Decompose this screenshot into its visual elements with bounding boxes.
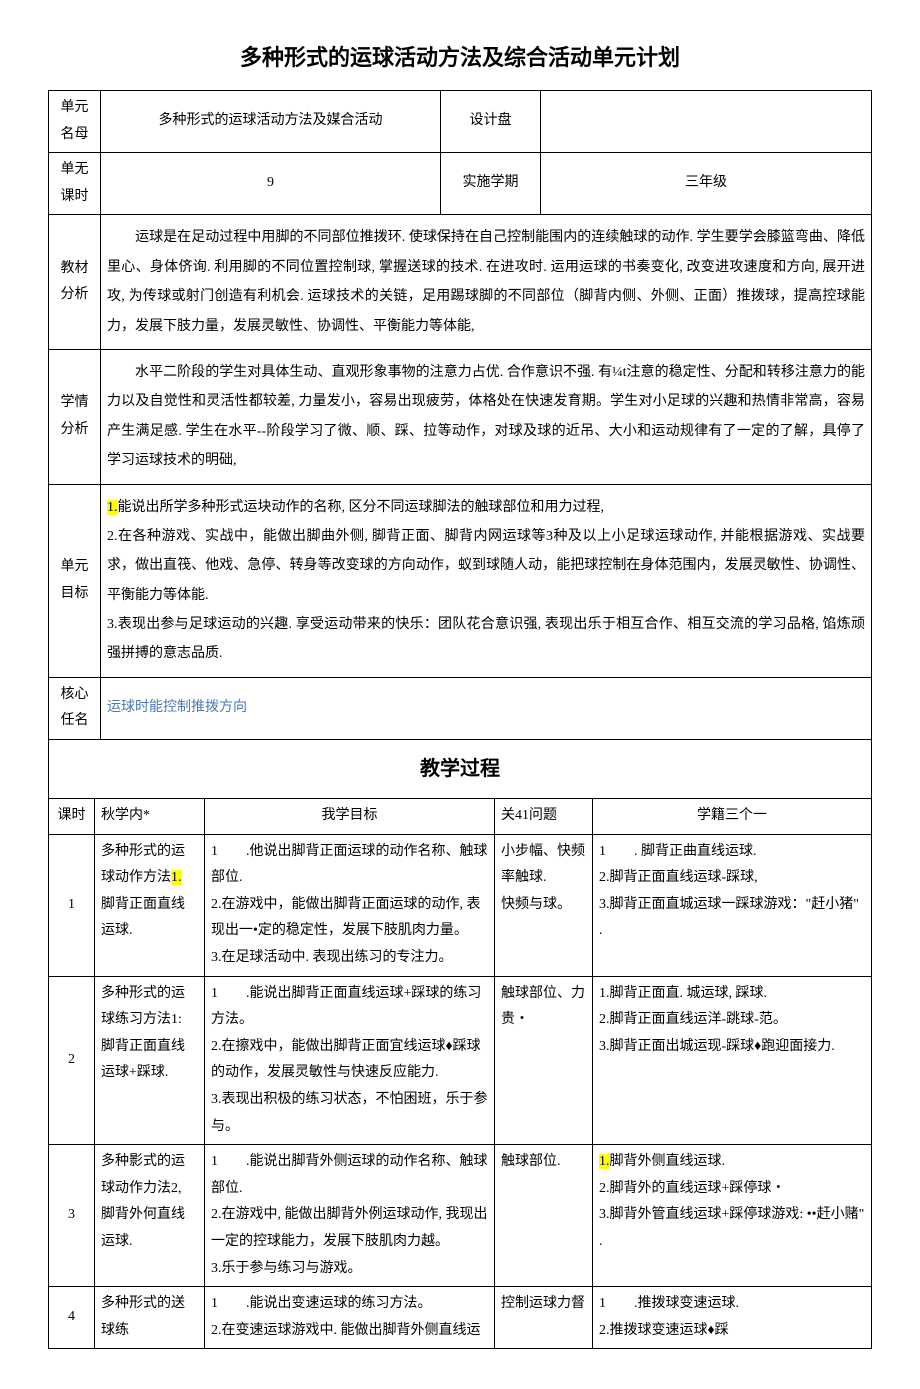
l3-key: 触球部位.: [495, 1145, 593, 1287]
col-goal: 我学目标: [205, 799, 495, 834]
col-lesson: 课时: [49, 799, 95, 834]
unit-name: 多种形式的运球活动方法及媒合活动: [101, 91, 441, 153]
col-three: 学籍三个一: [593, 799, 872, 834]
l1-three: 1 . 脚背正曲直线运球. 2.脚背正面直线运球-踩球, 3.脚背正面直城运球一…: [593, 834, 872, 976]
term-label: 实施学期: [441, 153, 541, 215]
lesson-header: 课时 秋学内* 我学目标 关41问题 学籍三个一: [49, 799, 872, 834]
term: 三年级: [541, 153, 872, 215]
l4-content: 多种形式的送球练: [95, 1287, 205, 1349]
l4-key: 控制运球力督: [495, 1287, 593, 1349]
material-row: 教材分析 运球是在足动过程中用脚的不同部位推拨环. 使球保持在自己控制能围内的连…: [49, 215, 872, 350]
lesson-4: 4 多种形式的送球练 1 .能说出变速运球的练习方法。 2.在变速运球游戏中. …: [49, 1287, 872, 1349]
l2-key: 触球部位、力贵・: [495, 976, 593, 1145]
l1-content: 多种形式的运球动作方法1. 脚背正面直线运球.: [95, 834, 205, 976]
core-label: 核心任名: [49, 677, 101, 739]
l2-num: 2: [49, 976, 95, 1145]
l2-content: 多种形式的运球练习方法1: 脚背正面直线运球+踩球.: [95, 976, 205, 1145]
l4-goal: 1 .能说出变速运球的练习方法。 2.在变速运球游戏中. 能做出脚背外侧直线运: [205, 1287, 495, 1349]
lesson-2: 2 多种形式的运球练习方法1: 脚背正面直线运球+踩球. 1 .能说出脚背正面直…: [49, 976, 872, 1145]
goal-3: 3.表现出参与足球运动的兴趣. 享受运动带来的快乐：团队花合意识强, 表现出乐于…: [107, 617, 865, 661]
goal-label: 单元目标: [49, 484, 101, 677]
l3-three: 1.脚背外侧直线运球. 2.脚背外的直线运球+踩停球・ 3.脚背外管直线运球+踩…: [593, 1145, 872, 1287]
process-title: 教学过程: [49, 740, 872, 799]
hours-label: 单无课时: [49, 153, 101, 215]
goal-1-num: 1.: [107, 500, 118, 515]
core-text: 运球时能控制推拨方向: [101, 677, 872, 739]
l1-num: 1: [49, 834, 95, 976]
learner-text: 水平二阶段的学生对具体生动、直观形象事物的注意力占优. 合作意识不强. 有¼t注…: [101, 349, 872, 484]
unit-plan-table: 单元名母 多种形式的运球活动方法及媒合活动 设计盘 单无课时 9 实施学期 三年…: [48, 90, 872, 799]
core-row: 核心任名 运球时能控制推拨方向: [49, 677, 872, 739]
header-row-1: 单元名母 多种形式的运球活动方法及媒合活动 设计盘: [49, 91, 872, 153]
material-label: 教材分析: [49, 215, 101, 350]
unit-name-label: 单元名母: [49, 91, 101, 153]
l4-three: 1 .推拨球变速运球. 2.推拨球变速运球♦踩: [593, 1287, 872, 1349]
hours: 9: [101, 153, 441, 215]
lesson-1: 1 多种形式的运球动作方法1. 脚背正面直线运球. 1 .他说出脚背正面运球的动…: [49, 834, 872, 976]
l3-num: 3: [49, 1145, 95, 1287]
goal-1: 能说出所学多种形式运块动作的名称, 区分不同运球脚法的触球部位和用力过程,: [118, 500, 605, 515]
l3-content: 多种影式的运球动作力法2, 脚背外何直线运球.: [95, 1145, 205, 1287]
col-key: 关41问题: [495, 799, 593, 834]
learner-label: 学情分析: [49, 349, 101, 484]
l3-goal: 1 .能说出脚背外侧运球的动作名称、触球部位. 2.在游戏中, 能做出脚背外例运…: [205, 1145, 495, 1287]
lesson-3: 3 多种影式的运球动作力法2, 脚背外何直线运球. 1 .能说出脚背外侧运球的动…: [49, 1145, 872, 1287]
l1-goal: 1 .他说出脚背正面运球的动作名称、触球部位. 2.在游戏中，能做出脚背正面运球…: [205, 834, 495, 976]
l2-goal: 1 .能说出脚背正面直线运球+踩球的练习方法。 2.在擦戏中，能做出脚背正面宜线…: [205, 976, 495, 1145]
goal-2: 2.在各种游戏、实战中，能做出脚曲外侧, 脚背正面、脚背内网运球等3种及以上小足…: [107, 529, 865, 603]
process-title-row: 教学过程: [49, 740, 872, 799]
header-row-2: 单无课时 9 实施学期 三年级: [49, 153, 872, 215]
material-text: 运球是在足动过程中用脚的不同部位推拨环. 使球保持在自己控制能围内的连续触球的动…: [101, 215, 872, 350]
l4-num: 4: [49, 1287, 95, 1349]
goal-text: 1.能说出所学多种形式运块动作的名称, 区分不同运球脚法的触球部位和用力过程, …: [101, 484, 872, 677]
col-content: 秋学内*: [95, 799, 205, 834]
designer: [541, 91, 872, 153]
designer-label: 设计盘: [441, 91, 541, 153]
l1-key: 小步幅、快频率触球. 快频与球。: [495, 834, 593, 976]
lesson-table: 课时 秋学内* 我学目标 关41问题 学籍三个一 1 多种形式的运球动作方法1.…: [48, 799, 872, 1349]
l2-three: 1.脚背正面直. 城运球, 踩球. 2.脚背正面直线运洋-跳球-范。 3.脚背正…: [593, 976, 872, 1145]
doc-title: 多种形式的运球活动方法及综合活动单元计划: [48, 40, 872, 72]
learner-row: 学情分析 水平二阶段的学生对具体生动、直观形象事物的注意力占优. 合作意识不强.…: [49, 349, 872, 484]
goal-row: 单元目标 1.能说出所学多种形式运块动作的名称, 区分不同运球脚法的触球部位和用…: [49, 484, 872, 677]
